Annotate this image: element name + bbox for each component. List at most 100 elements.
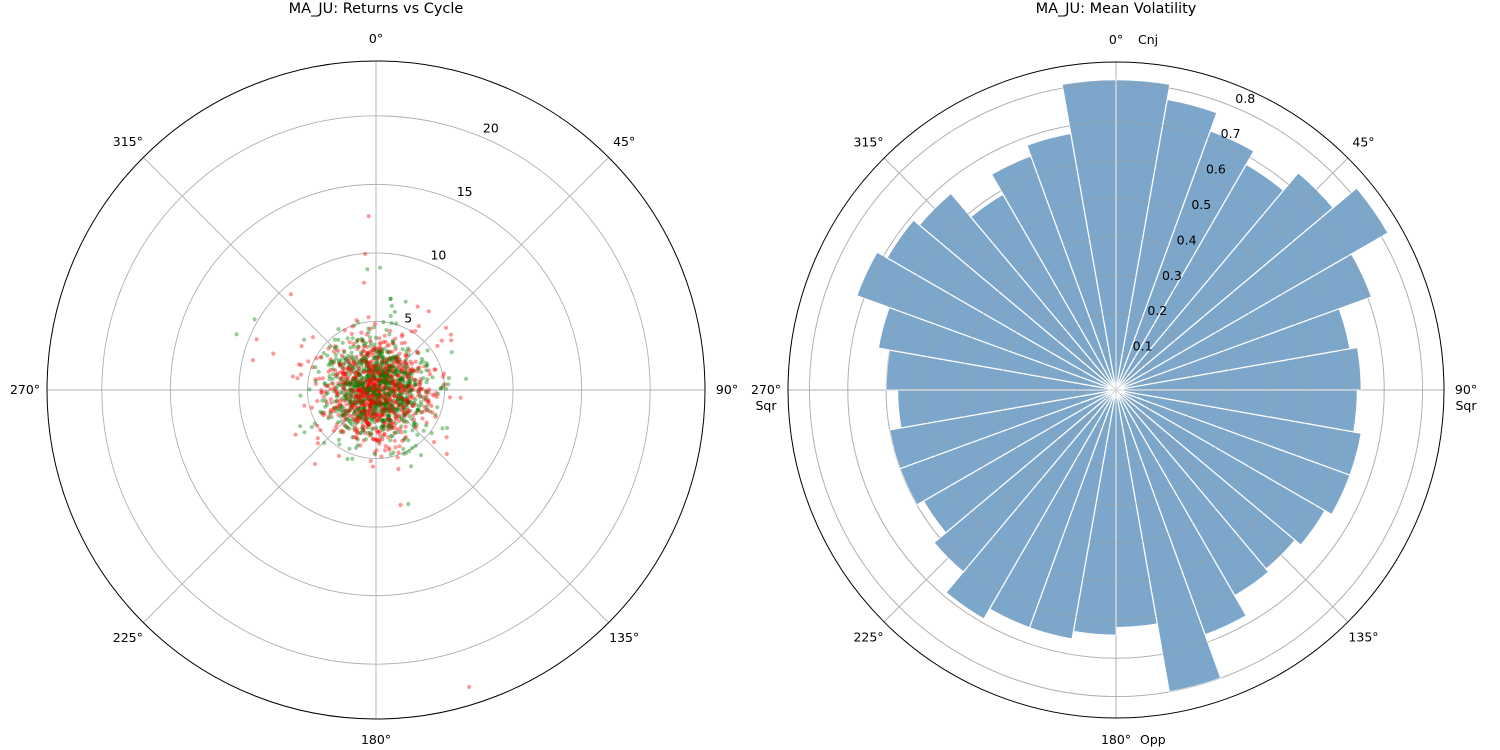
scatter-point-positive bbox=[349, 416, 354, 421]
scatter-point-negative bbox=[320, 411, 325, 416]
scatter-point-positive bbox=[418, 400, 423, 405]
scatter-point-negative bbox=[345, 367, 350, 372]
scatter-point-negative bbox=[366, 370, 372, 375]
scatter-point-negative bbox=[396, 404, 401, 409]
scatter-point-negative bbox=[333, 368, 338, 373]
scatter-point-positive bbox=[367, 415, 372, 420]
scatter-point-positive bbox=[396, 398, 401, 403]
scatter-point-negative bbox=[374, 413, 379, 418]
scatter-point-negative bbox=[364, 363, 370, 368]
scatter-point-positive bbox=[335, 398, 340, 403]
scatter-point-negative bbox=[354, 318, 359, 323]
scatter-point-negative bbox=[384, 365, 389, 370]
scatter-point-negative bbox=[371, 383, 376, 388]
scatter-point-negative bbox=[369, 348, 374, 353]
scatter-point-negative bbox=[345, 380, 350, 385]
scatter-point-positive bbox=[326, 363, 331, 368]
scatter-point-positive bbox=[360, 357, 365, 362]
scatter-point-positive bbox=[380, 349, 385, 354]
scatter-point-negative bbox=[395, 360, 401, 365]
scatter-point-negative bbox=[370, 364, 375, 369]
scatter-point-positive bbox=[387, 368, 392, 373]
scatter-point-positive bbox=[346, 408, 351, 413]
scatter-point-positive bbox=[364, 357, 369, 362]
scatter-point-positive bbox=[363, 437, 368, 442]
scatter-point-positive bbox=[396, 396, 401, 401]
scatter-point-negative bbox=[426, 399, 431, 404]
scatter-point-negative bbox=[413, 410, 418, 415]
scatter-point-negative bbox=[366, 371, 371, 376]
scatter-point-positive bbox=[357, 406, 362, 411]
scatter-point-negative bbox=[353, 395, 358, 400]
scatter-point-positive bbox=[367, 397, 372, 402]
scatter-point-negative bbox=[348, 398, 353, 403]
scatter-point-negative bbox=[385, 427, 390, 432]
scatter-point-negative bbox=[385, 435, 390, 440]
scatter-point-positive bbox=[372, 389, 377, 394]
scatter-point-negative bbox=[388, 397, 393, 402]
scatter-point-positive bbox=[388, 434, 394, 439]
scatter-point-negative bbox=[400, 409, 405, 414]
scatter-point-positive bbox=[361, 405, 366, 410]
scatter-point-positive bbox=[386, 406, 391, 411]
scatter-point-negative bbox=[364, 394, 369, 399]
scatter-point-positive bbox=[338, 409, 343, 414]
scatter-point-negative bbox=[390, 364, 395, 369]
scatter-point-negative bbox=[371, 376, 377, 381]
scatter-point-negative bbox=[400, 383, 405, 388]
scatter-point-negative bbox=[374, 412, 380, 417]
scatter-point-positive bbox=[404, 385, 409, 390]
scatter-point-negative bbox=[400, 391, 405, 396]
scatter-point-negative bbox=[399, 367, 404, 372]
scatter-point-positive bbox=[393, 371, 398, 376]
scatter-point-negative bbox=[363, 431, 368, 436]
polar-frame bbox=[787, 61, 1445, 719]
scatter-point-positive bbox=[331, 359, 337, 364]
scatter-point-negative bbox=[318, 428, 323, 433]
scatter-point-positive bbox=[381, 401, 386, 406]
scatter-point-positive bbox=[383, 402, 388, 407]
scatter-point-positive bbox=[376, 403, 381, 408]
scatter-point-positive bbox=[464, 376, 469, 381]
scatter-point-negative bbox=[374, 386, 379, 391]
scatter-point-positive bbox=[322, 381, 327, 386]
scatter-point-positive bbox=[334, 372, 340, 377]
scatter-point-negative bbox=[361, 438, 366, 443]
scatter-point-negative bbox=[414, 425, 419, 430]
scatter-point-positive bbox=[408, 387, 413, 392]
scatter-point-positive bbox=[366, 425, 371, 430]
scatter-point-positive bbox=[356, 360, 361, 365]
scatter-point-negative bbox=[416, 390, 422, 395]
scatter-point-negative bbox=[356, 381, 361, 386]
scatter-point-negative bbox=[392, 393, 397, 399]
scatter-point-positive bbox=[359, 368, 364, 373]
scatter-point-positive bbox=[307, 387, 312, 392]
scatter-point-negative bbox=[401, 397, 406, 402]
scatter-point-negative bbox=[354, 412, 359, 417]
scatter-point-positive bbox=[354, 356, 359, 361]
scatter-point-positive bbox=[349, 392, 354, 397]
scatter-point-positive bbox=[362, 409, 367, 414]
scatter-point-positive bbox=[339, 357, 344, 362]
scatter-point-positive bbox=[370, 402, 375, 407]
scatter-point-negative bbox=[367, 364, 372, 369]
scatter-point-positive bbox=[338, 404, 343, 409]
scatter-point-negative bbox=[356, 410, 362, 415]
scatter-point-positive bbox=[380, 378, 385, 383]
scatter-point-negative bbox=[353, 370, 358, 375]
scatter-point-positive bbox=[356, 383, 361, 388]
scatter-point-negative bbox=[392, 379, 397, 384]
scatter-point-negative bbox=[402, 365, 407, 370]
scatter-point-negative bbox=[372, 400, 377, 406]
scatter-point-positive bbox=[319, 355, 324, 360]
scatter-point-positive bbox=[409, 372, 414, 377]
scatter-point-positive bbox=[408, 390, 413, 395]
scatter-point-negative bbox=[392, 360, 397, 365]
scatter-point-negative bbox=[410, 366, 415, 371]
scatter-point-negative bbox=[411, 401, 417, 406]
scatter-point-negative bbox=[404, 361, 409, 366]
scatter-point-negative bbox=[444, 435, 449, 440]
scatter-point-negative bbox=[363, 390, 368, 395]
scatter-point-negative bbox=[375, 357, 380, 362]
scatter-point-positive bbox=[343, 398, 348, 403]
